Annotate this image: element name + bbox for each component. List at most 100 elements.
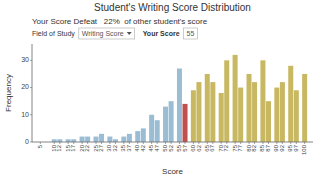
bar [135,131,140,142]
x-tick [226,142,227,144]
x-tick-label: 57 [182,144,188,151]
bar [302,74,307,142]
bar [93,137,98,142]
x-tick [59,142,60,144]
x-tick [249,142,250,144]
x-tick [165,142,166,144]
x-tick-label: 97 [293,144,299,151]
x-tick [129,142,130,144]
bar [155,120,160,142]
control-value[interactable]: Writing Score [82,30,124,38]
x-tick [262,142,263,144]
y-axis-label: Frequency [4,74,13,112]
x-tick-label: 82 [251,144,257,151]
x-tick [171,142,172,144]
title: Student's Writing Score Distribution [94,2,251,13]
x-tick [221,142,222,144]
bar [210,82,215,142]
bar [177,69,182,143]
bar [238,88,243,142]
chart: Student's Writing Score Distribution Your… [0,0,320,180]
x-tick [95,142,96,144]
x-axis-label: Score [162,167,183,176]
x-tick-label: 87 [265,144,271,151]
x-tick-label: 17 [70,144,76,151]
bar [169,101,174,142]
bar [205,74,210,142]
bar [66,139,71,142]
bar [233,55,238,142]
bar [107,137,112,142]
bar [52,139,57,142]
control-box[interactable] [79,28,135,39]
y-tick [30,87,32,88]
x-tick [109,142,110,144]
x-tick [185,142,186,144]
dropdown[interactable]: Writing Score [79,28,135,39]
y-axis-line [32,44,33,142]
x-tick-label: 62 [196,144,202,151]
bar [71,139,76,142]
bar [294,90,299,142]
bar [57,139,62,142]
x-tick [212,142,213,144]
y-tick-label: 20 [21,83,29,90]
x-tick [198,142,199,144]
x-tick [240,142,241,144]
x-tick-label: 22 [84,144,90,151]
y-tick-label: 0 [25,138,29,145]
bar [196,82,201,142]
x-tick [254,142,255,144]
y-tick [30,114,32,115]
bar [99,134,104,142]
x-tick [123,142,124,144]
x-tick [68,142,69,144]
bar [274,88,279,142]
bar [113,139,118,142]
y-tick-label: 10 [21,111,29,118]
bar [149,115,154,142]
x-tick-label: 37 [126,144,132,151]
bar [191,90,196,142]
x-tick [87,142,88,144]
bar [219,93,224,142]
x-tick [282,142,283,144]
x-tick [115,142,116,144]
bar [141,128,146,142]
bar [183,104,188,142]
x-tick-label: 100 [301,144,307,155]
bar [80,137,85,142]
x-tick [151,142,152,144]
bar [252,82,257,142]
x-tick [54,142,55,144]
x-tick-label: 52 [168,144,174,151]
bar [288,66,293,142]
bars [52,55,307,142]
y-tick-label: 30 [21,56,29,63]
x-tick-label: 42 [140,144,146,151]
bar [127,134,132,142]
bar [247,74,252,142]
x-axis-line [32,142,313,143]
x-tick [268,142,269,144]
bar [85,137,90,142]
x-tick [179,142,180,144]
x-tick [276,142,277,144]
x-tick [101,142,102,144]
control-value[interactable]: 55 [187,30,195,37]
bar [280,82,285,142]
x-tick-label: 12 [56,144,62,151]
x-tick [157,142,158,144]
score-input[interactable]: 55 [184,28,198,39]
header-text: Your Score Defeat 22% of other student's… [32,17,208,26]
dropdown-arrow[interactable] [127,32,132,35]
x-tick-label: 5 [37,144,43,148]
x-tick [207,142,208,144]
x-tick-label: 92 [279,144,285,151]
control-box[interactable] [184,28,198,39]
x-tick [73,142,74,144]
bar [266,101,271,142]
bar [224,60,229,142]
x-tick-label: 27 [98,144,104,151]
bar [121,137,126,142]
